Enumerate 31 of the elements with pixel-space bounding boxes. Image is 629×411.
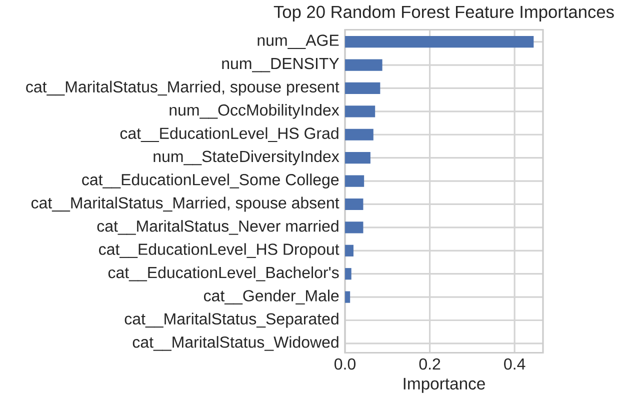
- y-tick-label: cat__EducationLevel_HS Dropout: [99, 243, 340, 258]
- y-tick-label: cat__MaritalStatus_Never married: [97, 220, 338, 235]
- bar: [345, 106, 376, 118]
- x-tick-label: 0.4: [504, 358, 526, 370]
- bar: [345, 82, 380, 94]
- bar: [345, 198, 364, 210]
- bar: [345, 175, 364, 187]
- y-tick-label: num__AGE: [258, 34, 339, 50]
- y-tick-label: num__OccMobilityIndex: [170, 104, 340, 120]
- bar: [345, 36, 534, 48]
- y-tick-label: num__StateDiversityIndex: [154, 150, 340, 166]
- y-tick-label: cat__MaritalStatus_Married, spouse absent: [31, 196, 340, 212]
- bar: [345, 268, 352, 280]
- bar: [345, 244, 354, 257]
- y-tick-label: cat__MaritalStatus_Married, spouse present: [26, 80, 340, 96]
- y-tick-label: cat__EducationLevel_HS Grad: [120, 127, 338, 142]
- bar: [345, 128, 374, 141]
- bar: [345, 222, 364, 234]
- bar: [345, 59, 382, 71]
- x-tick-label: 0.0: [334, 358, 356, 370]
- chart-title: Top 20 Random Forest Feature Importances: [274, 5, 614, 22]
- y-tick-label: cat__MaritalStatus_Separated: [124, 312, 338, 328]
- bar: [345, 291, 350, 303]
- y-tick-label: cat__EducationLevel_Some College: [82, 174, 339, 189]
- x-axis-title: Importance: [404, 378, 485, 393]
- bar: [345, 152, 370, 164]
- y-tick-label: cat__EducationLevel_Bachelor's: [108, 266, 339, 282]
- x-tick-label: 0.2: [419, 358, 440, 370]
- y-tick-label: cat__MaritalStatus_Widowed: [132, 336, 338, 351]
- y-tick-label: num__DENSITY: [222, 58, 340, 72]
- y-tick-label: cat__Gender_Male: [204, 290, 339, 305]
